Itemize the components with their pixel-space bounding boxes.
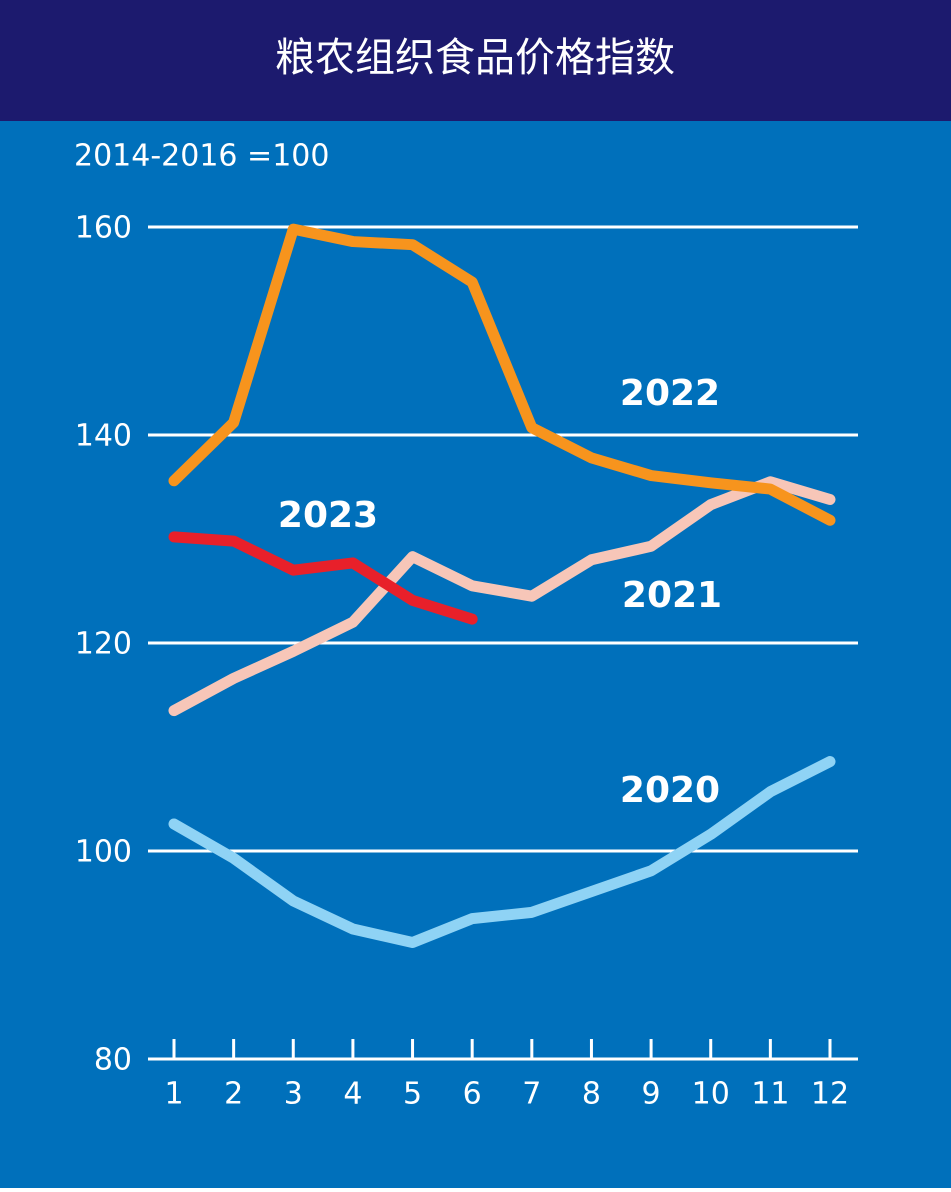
subtitle: 2014-2016 =100 (74, 139, 329, 174)
y-tick-label: 80 (94, 1043, 132, 1078)
series-line (168, 756, 836, 949)
series-line (168, 531, 478, 625)
chart-title: 粮农组织食品价格指数 (275, 35, 675, 81)
x-tick-label: 6 (463, 1077, 482, 1112)
series-line (168, 223, 836, 526)
y-tick-label: 140 (75, 419, 132, 454)
x-tick-label: 2 (224, 1077, 243, 1112)
series-label: 2020 (620, 770, 720, 811)
x-tick-label: 5 (403, 1077, 422, 1112)
x-tick-label: 8 (582, 1077, 601, 1112)
x-tick-label: 10 (692, 1077, 730, 1112)
x-tick-label: 7 (522, 1077, 541, 1112)
series-label: 2022 (620, 373, 720, 414)
series-label: 2023 (278, 495, 378, 536)
x-tick-label: 12 (811, 1077, 849, 1112)
x-tick-label: 4 (343, 1077, 362, 1112)
y-tick-label: 160 (75, 211, 132, 246)
x-tick-label: 11 (751, 1077, 789, 1112)
y-tick-label: 100 (75, 835, 132, 870)
header (0, 0, 951, 121)
y-tick-label: 120 (75, 627, 132, 662)
x-tick-label: 1 (164, 1077, 183, 1112)
x-tick-label: 3 (284, 1077, 303, 1112)
series-label: 2021 (622, 575, 722, 616)
series-line (168, 476, 836, 717)
x-tick-label: 9 (642, 1077, 661, 1112)
